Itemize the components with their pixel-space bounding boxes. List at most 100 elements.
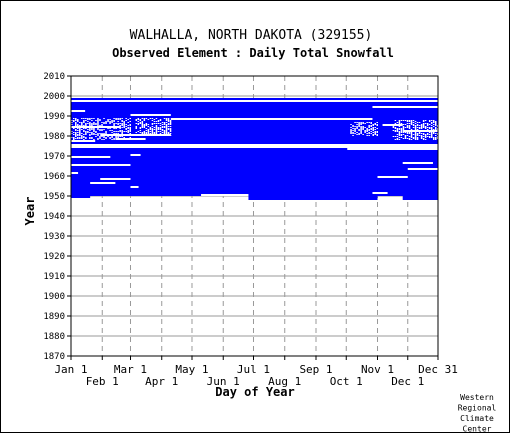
- sparse-gap: [394, 139, 397, 140]
- sparse-gap: [416, 137, 419, 138]
- sparse-gap: [408, 126, 411, 127]
- y-tick-label: 1910: [43, 272, 65, 282]
- gap-block: [71, 172, 79, 174]
- sparse-gap: [410, 135, 413, 136]
- y-tick-label: 1920: [43, 252, 65, 262]
- sparse-gap: [370, 125, 372, 126]
- sparse-gap: [145, 130, 148, 131]
- sparse-gap: [408, 128, 411, 129]
- sparse-gap: [113, 118, 115, 119]
- sparse-gap: [115, 126, 117, 127]
- sparse-gap: [121, 138, 123, 139]
- gap-block: [407, 168, 438, 170]
- sparse-gap: [398, 126, 401, 127]
- sparse-gap: [141, 121, 144, 122]
- sparse-gap: [119, 118, 121, 119]
- sparse-gap: [426, 124, 429, 125]
- sparse-gap: [153, 132, 156, 133]
- sparse-gap: [366, 129, 368, 130]
- sparse-gap: [354, 130, 356, 131]
- sparse-gap: [93, 126, 95, 127]
- sparse-gap: [147, 132, 150, 133]
- sparse-gap: [95, 127, 97, 128]
- sparse-gap: [121, 121, 123, 122]
- sparse-gap: [143, 133, 146, 134]
- gap-block: [90, 182, 116, 184]
- sparse-gap: [77, 120, 79, 121]
- sparse-gap: [91, 129, 93, 130]
- sparse-gap: [85, 131, 87, 132]
- sparse-gap: [406, 138, 409, 139]
- sparse-gap: [428, 130, 431, 131]
- sparse-gap: [73, 121, 75, 122]
- sparse-gap: [420, 136, 423, 137]
- y-tick-label: 2000: [43, 92, 65, 102]
- sparse-gap: [398, 120, 401, 121]
- sparse-gap: [139, 130, 142, 131]
- sparse-gap: [103, 139, 105, 140]
- sparse-gap: [109, 138, 111, 139]
- coverage-block: [402, 196, 438, 200]
- sparse-gap: [153, 129, 156, 130]
- sparse-gap: [372, 128, 374, 129]
- sparse-gap: [159, 129, 162, 130]
- sparse-gap: [402, 124, 405, 125]
- sparse-gap: [412, 124, 415, 125]
- sparse-gap: [93, 130, 95, 131]
- sparse-gap: [354, 128, 356, 129]
- sparse-gap: [165, 126, 168, 127]
- sparse-gap: [121, 118, 123, 119]
- sparse-gap: [71, 133, 73, 134]
- y-tick-label: 1980: [43, 132, 65, 142]
- sparse-gap: [167, 134, 170, 135]
- sparse-gap: [129, 133, 131, 134]
- sparse-gap: [408, 131, 411, 132]
- sparse-gap: [113, 128, 115, 129]
- sparse-gap: [105, 127, 107, 128]
- y-tick-label: 1900: [43, 292, 65, 302]
- sparse-gap: [434, 135, 437, 136]
- sparse-gap: [81, 125, 83, 126]
- sparse-gap: [127, 130, 129, 131]
- sparse-gap: [434, 124, 437, 125]
- sparse-gap: [434, 137, 437, 138]
- sparse-gap: [155, 123, 158, 124]
- sparse-gap: [366, 135, 368, 136]
- sparse-gap: [153, 133, 156, 134]
- gap-block: [71, 140, 96, 142]
- sparse-gap: [354, 129, 356, 130]
- sparse-gap: [75, 124, 77, 125]
- sparse-gap: [113, 135, 115, 136]
- sparse-gap: [167, 126, 170, 127]
- sparse-gap: [360, 132, 362, 133]
- sparse-gap: [165, 124, 168, 125]
- sparse-gap: [398, 129, 401, 130]
- sparse-gap: [352, 132, 354, 133]
- sparse-gap: [422, 124, 425, 125]
- sparse-gap: [121, 123, 123, 124]
- sparse-gap: [167, 124, 170, 125]
- sparse-gap: [163, 124, 166, 125]
- sparse-gap: [422, 133, 425, 134]
- sparse-gap: [414, 134, 417, 135]
- sparse-gap: [402, 128, 405, 129]
- sparse-gap: [113, 134, 115, 135]
- sparse-gap: [95, 120, 97, 121]
- sparse-gap: [157, 135, 160, 136]
- sparse-gap: [396, 138, 399, 139]
- sparse-gap: [432, 133, 435, 134]
- sparse-gap: [155, 132, 158, 133]
- sparse-gap: [139, 122, 142, 123]
- sparse-gap: [402, 134, 405, 135]
- sparse-gap: [151, 120, 154, 121]
- sparse-gap: [165, 133, 168, 134]
- sparse-gap: [424, 126, 427, 127]
- chart-title: WALHALLA, NORTH DAKOTA (329155): [130, 28, 373, 43]
- sparse-gap: [109, 122, 111, 123]
- sparse-gap: [149, 127, 152, 128]
- sparse-gap: [418, 128, 421, 129]
- sparse-gap: [167, 133, 170, 134]
- sparse-gap: [398, 124, 401, 125]
- sparse-gap: [111, 122, 113, 123]
- sparse-gap: [430, 123, 433, 124]
